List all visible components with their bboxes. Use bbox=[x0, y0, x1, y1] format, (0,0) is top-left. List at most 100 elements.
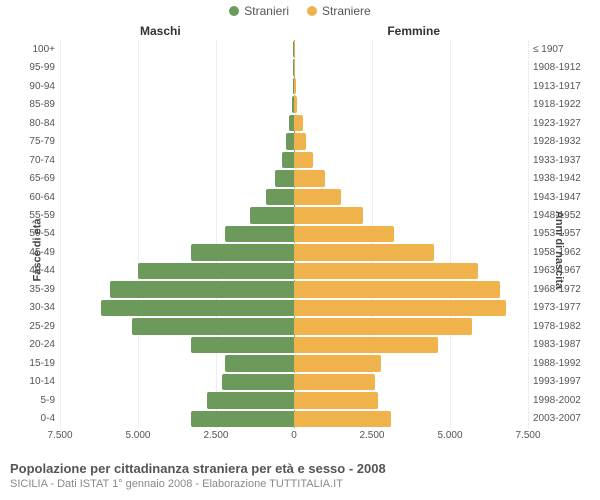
bar-female bbox=[294, 411, 391, 427]
age-label: 100+ bbox=[32, 44, 60, 55]
bar-male bbox=[225, 355, 294, 371]
age-label: 45-49 bbox=[29, 247, 60, 258]
birth-years-label: 1928-1932 bbox=[528, 136, 581, 147]
birth-years-label: 1958-1962 bbox=[528, 247, 581, 258]
bar-female bbox=[294, 244, 434, 260]
birth-years-label: 1908-1912 bbox=[528, 62, 581, 73]
birth-years-label: 1933-1937 bbox=[528, 155, 581, 166]
age-band-row: 95-991908-1912 bbox=[60, 58, 528, 76]
bar-female bbox=[294, 115, 303, 131]
age-label: 5-9 bbox=[41, 395, 60, 406]
birth-years-label: 1923-1927 bbox=[528, 118, 581, 129]
age-band-row: 5-91998-2002 bbox=[60, 391, 528, 409]
x-tick-label: 2.500 bbox=[359, 430, 384, 441]
age-label: 70-74 bbox=[29, 155, 60, 166]
age-label: 80-84 bbox=[29, 118, 60, 129]
bar-female bbox=[294, 281, 500, 297]
age-label: 90-94 bbox=[29, 81, 60, 92]
bar-female bbox=[294, 41, 295, 57]
age-label: 75-79 bbox=[29, 136, 60, 147]
age-band-row: 10-141993-1997 bbox=[60, 373, 528, 391]
chart-footer: Popolazione per cittadinanza straniera p… bbox=[10, 461, 590, 490]
bar-male bbox=[138, 263, 294, 279]
legend-swatch-male bbox=[229, 6, 239, 16]
bar-male bbox=[207, 392, 294, 408]
bar-female bbox=[294, 263, 478, 279]
legend-item-female: Straniere bbox=[307, 4, 371, 18]
birth-years-label: 1963-1967 bbox=[528, 265, 581, 276]
birth-years-label: 1993-1997 bbox=[528, 376, 581, 387]
bar-male bbox=[191, 244, 294, 260]
age-band-row: 40-441963-1967 bbox=[60, 262, 528, 280]
bar-female bbox=[294, 170, 325, 186]
age-label: 0-4 bbox=[41, 413, 60, 424]
x-tick-label: 5.000 bbox=[125, 430, 150, 441]
age-label: 10-14 bbox=[29, 376, 60, 387]
legend-swatch-female bbox=[307, 6, 317, 16]
bar-male bbox=[250, 207, 294, 223]
bar-female bbox=[294, 355, 381, 371]
bar-male bbox=[225, 226, 294, 242]
age-band-row: 75-791928-1932 bbox=[60, 132, 528, 150]
x-tick-label: 7.500 bbox=[515, 430, 540, 441]
age-band-row: 60-641943-1947 bbox=[60, 188, 528, 206]
birth-years-label: 1913-1917 bbox=[528, 81, 581, 92]
column-title-left: Maschi bbox=[140, 24, 181, 38]
bar-male bbox=[191, 337, 294, 353]
age-band-row: 50-541953-1957 bbox=[60, 225, 528, 243]
birth-years-label: 1953-1957 bbox=[528, 228, 581, 239]
plot-area: 100+≤ 190795-991908-191290-941913-191785… bbox=[60, 40, 528, 428]
bar-female bbox=[294, 300, 506, 316]
birth-years-label: 1943-1947 bbox=[528, 192, 581, 203]
age-label: 60-64 bbox=[29, 192, 60, 203]
bar-female bbox=[294, 226, 394, 242]
x-tick-label: 5.000 bbox=[437, 430, 462, 441]
age-label: 35-39 bbox=[29, 284, 60, 295]
age-band-row: 0-42003-2007 bbox=[60, 410, 528, 428]
bar-female bbox=[294, 189, 341, 205]
bar-female bbox=[294, 392, 378, 408]
age-label: 55-59 bbox=[29, 210, 60, 221]
bar-male bbox=[110, 281, 294, 297]
legend-item-male: Stranieri bbox=[229, 4, 289, 18]
birth-years-label: 1998-2002 bbox=[528, 395, 581, 406]
x-tick-label: 0 bbox=[291, 430, 297, 441]
birth-years-label: 1918-1922 bbox=[528, 99, 581, 110]
age-label: 20-24 bbox=[29, 339, 60, 350]
birth-years-label: 1948-1952 bbox=[528, 210, 581, 221]
age-band-row: 20-241983-1987 bbox=[60, 336, 528, 354]
bar-female bbox=[294, 96, 297, 112]
age-label: 85-89 bbox=[29, 99, 60, 110]
x-axis-ticks: 7.5005.0002.50002.5005.0007.500 bbox=[60, 430, 528, 444]
birth-years-label: 1973-1977 bbox=[528, 302, 581, 313]
x-tick-label: 7.500 bbox=[47, 430, 72, 441]
age-band-row: 15-191988-1992 bbox=[60, 354, 528, 372]
bar-female bbox=[294, 152, 313, 168]
bar-male bbox=[266, 189, 294, 205]
legend-label-male: Stranieri bbox=[244, 4, 289, 18]
age-band-row: 55-591948-1952 bbox=[60, 206, 528, 224]
x-tick-label: 2.500 bbox=[203, 430, 228, 441]
age-label: 15-19 bbox=[29, 358, 60, 369]
age-label: 50-54 bbox=[29, 228, 60, 239]
chart-title: Popolazione per cittadinanza straniera p… bbox=[10, 461, 590, 476]
bar-male bbox=[191, 411, 294, 427]
birth-years-label: 1978-1982 bbox=[528, 321, 581, 332]
legend: Stranieri Straniere bbox=[0, 4, 600, 18]
birth-years-label: 2003-2007 bbox=[528, 413, 581, 424]
age-band-row: 80-841923-1927 bbox=[60, 114, 528, 132]
age-band-row: 85-891918-1922 bbox=[60, 95, 528, 113]
bar-male bbox=[132, 318, 294, 334]
bar-male bbox=[286, 133, 294, 149]
bar-male bbox=[101, 300, 294, 316]
age-label: 40-44 bbox=[29, 265, 60, 276]
birth-years-label: 1983-1987 bbox=[528, 339, 581, 350]
legend-label-female: Straniere bbox=[322, 4, 371, 18]
age-label: 25-29 bbox=[29, 321, 60, 332]
age-band-row: 45-491958-1962 bbox=[60, 243, 528, 261]
birth-years-label: 1968-1972 bbox=[528, 284, 581, 295]
age-band-row: 65-691938-1942 bbox=[60, 169, 528, 187]
age-band-row: 70-741933-1937 bbox=[60, 151, 528, 169]
birth-years-label: 1938-1942 bbox=[528, 173, 581, 184]
age-label: 95-99 bbox=[29, 62, 60, 73]
